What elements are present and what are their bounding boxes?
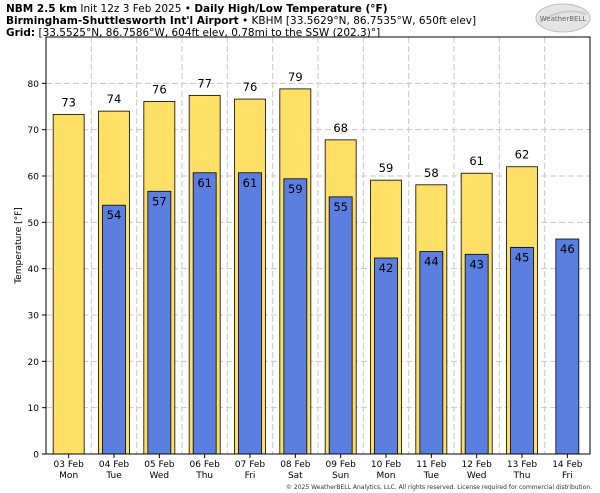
y-tick-label: 70	[28, 126, 40, 136]
y-tick-label: 50	[28, 219, 40, 229]
bars: 73 74 54 76 57 77 61 76 61 79 59 68 55 59 42 58 44 61 43 62…	[52, 70, 580, 455]
x-tick-label-day: Wed	[467, 471, 487, 481]
plot-frame	[45, 36, 591, 455]
x-tick-label-day: Fri	[562, 471, 573, 481]
x-tick-label-day: Tue	[105, 471, 122, 481]
x-tick-label-date: 07 Feb	[235, 460, 266, 470]
low-temp-label: 61	[197, 176, 212, 190]
x-tick-label-date: 14 Feb	[552, 460, 583, 470]
low-temp-bar	[147, 190, 172, 455]
high-temp-label: 68	[333, 121, 348, 135]
low-temp-bar	[238, 172, 262, 455]
high-temp-label: 77	[197, 76, 212, 90]
low-temp-label: 46	[560, 242, 575, 256]
low-temp-bar	[283, 178, 308, 455]
x-tick-label-day: Tue	[423, 471, 440, 481]
header-line-2: Birmingham-Shuttlesworth Int'l Airport •…	[6, 15, 476, 27]
grid-info: [33.5525°N, 86.7586°W, 604ft elev, 0.78m…	[38, 27, 381, 39]
x-tick-label-date: 13 Feb	[507, 460, 538, 470]
x-tick-label-date: 09 Feb	[326, 460, 357, 470]
low-temp-label: 42	[379, 261, 394, 275]
high-temp-bar	[52, 113, 85, 455]
low-temp-label: 59	[288, 182, 303, 196]
x-tick-label-date: 06 Feb	[190, 460, 221, 470]
y-tick-label: 30	[28, 312, 40, 322]
high-temp-label: 79	[288, 70, 303, 84]
low-temp-label: 54	[107, 208, 122, 222]
high-temp-label: 74	[107, 92, 122, 106]
high-temp-label: 76	[243, 80, 258, 94]
low-temp-label: 43	[469, 257, 484, 271]
x-tick-label-day: Wed	[150, 471, 170, 481]
station-info: KBHM [33.5629°N, 86.7535°W, 650ft elev]	[251, 15, 477, 27]
x-tick-label-date: 03 Feb	[54, 460, 85, 470]
low-temp-bar	[328, 196, 353, 455]
low-temp-bar	[510, 246, 534, 455]
y-tick-label: 0	[33, 451, 39, 461]
low-temp-label: 44	[424, 255, 439, 269]
init-time: Init 12z 3 Feb 2025	[80, 3, 182, 15]
header-line-1: NBM 2.5 km Init 12z 3 Feb 2025 • Daily H…	[6, 3, 388, 15]
low-temp-bar	[192, 172, 217, 455]
station-name: Birmingham-Shuttlesworth Int'l Airport	[6, 15, 239, 27]
low-temp-label: 57	[152, 194, 167, 208]
x-tick-label-date: 04 Feb	[99, 460, 130, 470]
header-bullet: •	[184, 3, 191, 15]
high-temp-label: 62	[515, 148, 530, 162]
high-temp-label: 73	[61, 95, 76, 109]
x-tick-label-day: Mon	[377, 471, 396, 481]
low-temp-bar	[419, 251, 444, 455]
header-bullet: •	[241, 15, 249, 27]
x-tick-label-day: Thu	[195, 471, 213, 481]
high-temp-label: 61	[469, 154, 484, 168]
low-temp-bar	[555, 238, 580, 455]
grid-lines	[46, 37, 590, 454]
low-temp-label: 55	[333, 200, 348, 214]
low-temp-bar	[102, 204, 126, 455]
high-temp-label: 59	[379, 161, 394, 175]
y-tick-label: 20	[28, 358, 40, 368]
x-tick-label-date: 08 Feb	[280, 460, 311, 470]
x-tick-label-date: 10 Feb	[371, 460, 402, 470]
x-tick-label-day: Fri	[245, 471, 256, 481]
weatherbell-logo: WeatherBELL	[535, 3, 591, 33]
x-tick-label-day: Thu	[513, 471, 531, 481]
x-tick-label-day: Sat	[288, 471, 303, 481]
grid-label: Grid:	[6, 27, 36, 39]
low-temp-label: 61	[243, 176, 258, 190]
header-line-3: Grid: [33.5525°N, 86.7586°W, 604ft elev,…	[6, 27, 380, 39]
x-tick-label-date: 11 Feb	[416, 460, 447, 470]
y-tick-label: 60	[28, 173, 40, 183]
low-temp-bar	[374, 257, 398, 455]
logo-text: WeatherBELL	[540, 15, 587, 23]
high-temp-label: 58	[424, 166, 439, 180]
low-temp-bar	[464, 253, 489, 455]
chart-title: Daily High/Low Temperature (°F)	[194, 3, 388, 15]
x-tick-label-day: Sun	[332, 471, 349, 481]
y-tick-label: 80	[28, 80, 40, 90]
y-tick-label: 10	[28, 404, 40, 414]
low-temp-label: 45	[515, 250, 530, 264]
y-tick-label: 40	[28, 265, 40, 275]
x-tick-label-date: 12 Feb	[462, 460, 493, 470]
model-name: NBM 2.5 km	[6, 3, 78, 15]
copyright-notice: © 2025 WeatherBELL Analytics, LLC. All r…	[286, 484, 592, 491]
high-temp-label: 76	[152, 82, 167, 96]
y-axis-label: Temperature [°F]	[14, 207, 24, 285]
x-tick-label-day: Mon	[59, 471, 78, 481]
x-tick-label-date: 05 Feb	[144, 460, 175, 470]
